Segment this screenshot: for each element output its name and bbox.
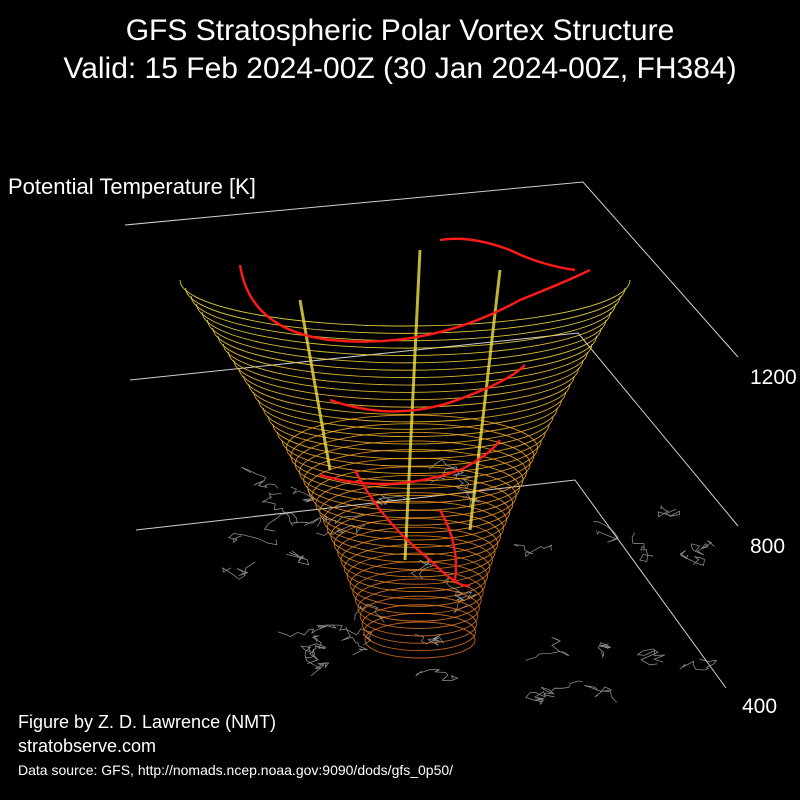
- coastline-segment: [636, 648, 665, 666]
- vortex-level-ring: [364, 621, 476, 659]
- vortex-edge-contour: [438, 509, 458, 581]
- axis-frame-400: [135, 479, 727, 689]
- vortex-level-ring: [363, 612, 476, 652]
- coastline-segment: [263, 512, 321, 532]
- vortex-level-ring: [277, 431, 546, 467]
- vortex-level-ring: [238, 367, 579, 408]
- vortex-level-ring: [207, 319, 607, 364]
- vortex-level-ring: [333, 518, 499, 570]
- coastline-segment: [428, 459, 473, 490]
- coastline-segment: [304, 645, 326, 664]
- axis-frame-800: [129, 332, 739, 527]
- coastline-segment: [277, 624, 337, 638]
- coastline-segment: [228, 533, 278, 546]
- vortex-streak: [468, 269, 502, 531]
- vortex-level-ring: [212, 327, 602, 371]
- vortex-level-ring: [253, 391, 567, 430]
- vortex-level-ring: [233, 359, 584, 401]
- coastline-segment: [290, 486, 316, 503]
- vortex-edge-contour: [353, 469, 471, 587]
- vortex-level-ring: [340, 535, 493, 585]
- vortex-edge-contour: [238, 264, 591, 343]
- vortex-level-ring: [346, 552, 488, 600]
- coastline-segment: [316, 624, 373, 646]
- vortex-level-ring: [349, 561, 486, 607]
- vortex-level-ring: [361, 604, 477, 644]
- vortex-level-ring: [248, 383, 571, 423]
- chart-subtitle: Valid: 15 Feb 2024-00Z (30 Jan 2024-00Z,…: [63, 52, 737, 85]
- vortex-level-ring: [326, 500, 504, 556]
- coastline-segment: [261, 491, 294, 527]
- chart-title: GFS Stratospheric Polar Vortex Structure: [125, 14, 675, 47]
- vortex-edge-contours: [238, 237, 591, 587]
- coastline-segment: [584, 685, 617, 703]
- vortex-edge-contour: [319, 439, 501, 486]
- coastline-segment: [453, 594, 468, 614]
- axis-frame-1200: [124, 181, 739, 358]
- data-source-note: Data source: GFS, http://nomads.ncep.noa…: [18, 762, 454, 778]
- coastline-segment: [304, 646, 330, 677]
- vortex-level-ring: [222, 343, 593, 386]
- z-axis-label: Potential Temperature [K]: [8, 174, 256, 199]
- coastline-segment: [513, 544, 553, 558]
- coastline-segment: [410, 558, 435, 580]
- vortex-level-ring: [343, 543, 491, 593]
- coastline-segment: [690, 540, 715, 556]
- vortex-edge-contour: [439, 237, 576, 272]
- coastline-segment: [525, 637, 570, 661]
- coastline-segment: [415, 669, 459, 682]
- coastline-segment: [679, 658, 718, 671]
- vortex-level-ring: [281, 439, 542, 474]
- coastline-segment: [593, 521, 619, 543]
- coastline-segment: [597, 642, 611, 659]
- vortex-level-ring: [196, 303, 616, 349]
- vortex-streak: [298, 299, 332, 471]
- vortex-level-ring: [337, 526, 496, 578]
- coastline-segment: [540, 680, 583, 698]
- coastline-map: [222, 459, 718, 706]
- coastline-segment: [631, 532, 654, 562]
- coastline-segment: [525, 691, 546, 706]
- z-tick-400: 400: [742, 695, 778, 718]
- vortex-level-ring: [228, 351, 588, 393]
- vortex-level-ring: [201, 311, 612, 356]
- vortex-edge-contour: [329, 364, 526, 413]
- vortex-level-ring: [217, 335, 597, 379]
- vortex-level-ring: [179, 279, 631, 327]
- vortex-level-ring: [294, 431, 531, 497]
- vortex-surface: [179, 249, 631, 659]
- coastline-segment: [341, 626, 368, 656]
- coastline-segment: [442, 576, 477, 599]
- vortex-level-ring: [330, 509, 502, 563]
- coastline-segment: [241, 466, 279, 489]
- coastline-segment: [286, 550, 310, 566]
- website-credit: stratobserve.com: [18, 736, 157, 756]
- vortex-level-ring: [357, 587, 480, 629]
- vortex-streak: [403, 249, 422, 561]
- figure-credit: Figure by Z. D. Lawrence (NMT): [18, 712, 277, 732]
- coastline-segment: [679, 550, 706, 566]
- vortex-level-ring: [352, 569, 484, 615]
- coastline-segment: [657, 505, 681, 518]
- z-tick-1200: 1200: [750, 366, 797, 389]
- z-tick-800: 800: [750, 535, 786, 558]
- vortex-level-ring: [359, 595, 479, 637]
- plot-axes: [124, 181, 739, 689]
- vortex-level-ring: [243, 375, 575, 415]
- vortex-level-ring: [185, 287, 626, 334]
- vortex-level-ring: [190, 295, 621, 342]
- coastline-segment: [222, 561, 256, 580]
